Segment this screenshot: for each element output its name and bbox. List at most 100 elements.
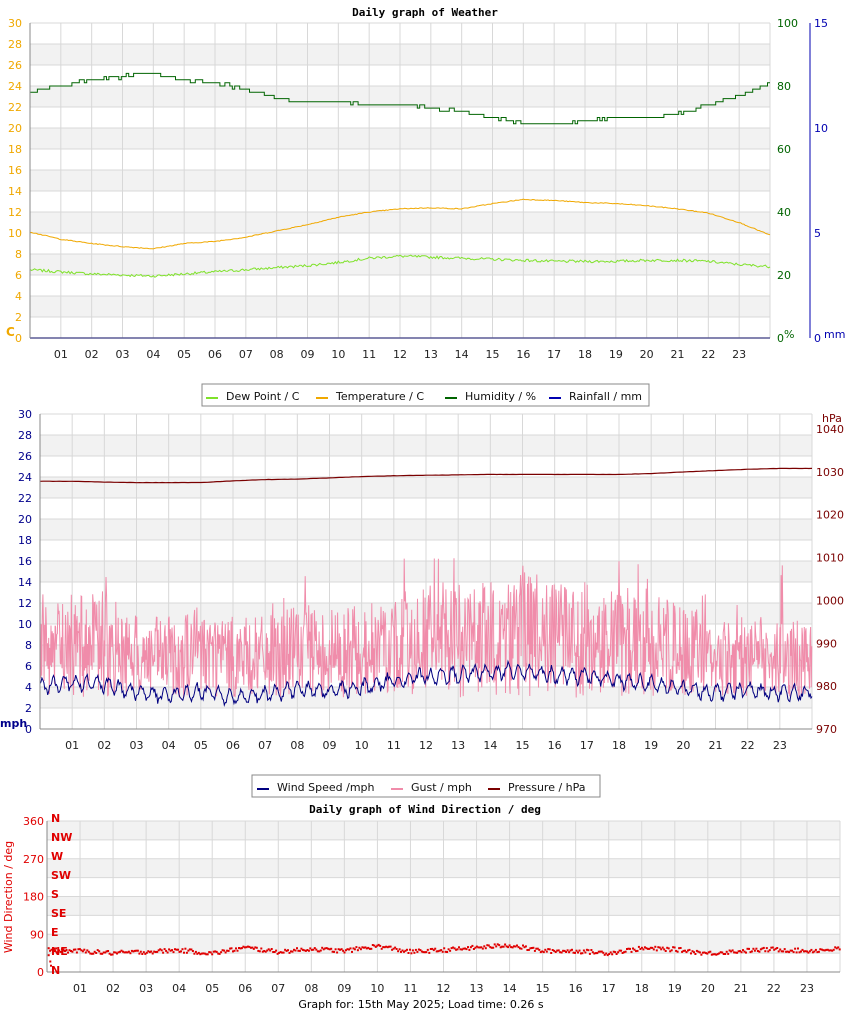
direction-point (114, 951, 117, 954)
x-tick-label: 13 (470, 982, 484, 995)
direction-point (753, 949, 756, 952)
direction-point (624, 950, 627, 953)
y-tick-label: 2 (25, 702, 32, 715)
y-tick-label: 8 (15, 248, 22, 261)
direction-point (752, 947, 755, 950)
direction-point (745, 951, 747, 954)
direction-point (184, 947, 187, 950)
direction-point (236, 949, 239, 952)
direction-point (203, 952, 206, 955)
x-tick-label: 14 (455, 348, 469, 361)
direction-point (767, 950, 770, 953)
compass-label: N (51, 812, 60, 825)
direction-point (132, 950, 135, 953)
direction-point (49, 960, 52, 963)
direction-point (795, 951, 798, 954)
y-tick-label: 20 (18, 513, 32, 526)
direction-point (446, 951, 449, 953)
y-axis-label: Wind Direction / deg (2, 841, 15, 953)
direction-point (385, 945, 388, 948)
direction-point (599, 950, 602, 953)
direction-point (87, 950, 90, 953)
direction-point (716, 953, 719, 956)
weather-chart-axes: 01 02 03 04 05 06 07 08 09 10 11 12 13 14 15 16 17 18 19 20… (6, 17, 845, 361)
direction-point (658, 946, 661, 949)
direction-point (71, 950, 74, 953)
direction-point (811, 951, 814, 954)
direction-point (629, 947, 631, 950)
x-tick-label: 21 (734, 982, 748, 995)
compass-label: E (51, 926, 59, 939)
x-tick-label: 17 (602, 982, 616, 995)
direction-point (565, 951, 568, 953)
direction-point (617, 951, 620, 954)
direction-point (215, 950, 218, 953)
direction-point (353, 948, 356, 951)
direction-point (281, 951, 284, 954)
direction-chart-title: Daily graph of Wind Direction / deg (309, 803, 541, 816)
y-unit-hpa: hPa (822, 412, 842, 425)
y-right-tick-label: 0 (777, 332, 784, 345)
direction-point (331, 950, 334, 953)
direction-point (328, 948, 331, 951)
direction-point (542, 951, 545, 954)
direction-point (99, 952, 102, 955)
direction-point (449, 949, 452, 952)
direction-point (187, 949, 190, 952)
direction-point (725, 950, 728, 953)
direction-point (223, 949, 226, 952)
direction-point (611, 953, 614, 956)
direction-point (620, 949, 623, 952)
direction-point (511, 946, 514, 949)
x-tick-label: 06 (226, 739, 240, 752)
direction-point (151, 952, 154, 955)
direction-point (706, 952, 709, 955)
y-right-tick-label: 990 (816, 637, 837, 650)
direction-point (193, 952, 196, 955)
weather-chart-title: Daily graph of Weather (352, 6, 498, 19)
direction-point (64, 950, 66, 952)
compass-label: SE (51, 907, 66, 920)
direction-point (214, 950, 217, 953)
direction-point (487, 944, 490, 947)
x-tick-label: 22 (767, 982, 781, 995)
direction-point (230, 947, 233, 950)
direction-point (410, 952, 413, 955)
direction-point (403, 950, 405, 953)
direction-point (413, 951, 416, 954)
y-tick-label: 16 (18, 555, 32, 568)
direction-point (432, 949, 435, 952)
direction-point (637, 945, 640, 948)
y-tick-label: 4 (15, 290, 22, 303)
direction-point (727, 952, 730, 955)
direction-point (401, 949, 404, 952)
direction-point (144, 952, 147, 955)
direction-point (147, 950, 150, 953)
direction-point (239, 947, 242, 950)
direction-point (715, 953, 718, 956)
direction-point (554, 951, 557, 953)
direction-point (535, 947, 538, 950)
direction-point (814, 948, 817, 951)
direction-point (166, 951, 169, 954)
direction-point (107, 950, 110, 952)
x-tick-label: 01 (54, 348, 68, 361)
direction-point (279, 951, 282, 954)
direction-point (748, 947, 750, 950)
direction-point (618, 949, 621, 952)
direction-point (462, 947, 465, 950)
direction-point (756, 950, 759, 952)
x-tick-label: 14 (503, 982, 517, 995)
direction-point (429, 948, 432, 950)
direction-point (367, 946, 370, 949)
x-tick-label: 13 (424, 348, 438, 361)
direction-point (447, 948, 450, 951)
y-tick-label: 90 (30, 928, 44, 941)
y-right-tick-label: 980 (816, 680, 837, 693)
direction-point (635, 950, 637, 953)
direction-point (386, 946, 389, 949)
direction-point (157, 949, 160, 952)
direction-point (139, 950, 142, 953)
direction-point (397, 950, 400, 953)
